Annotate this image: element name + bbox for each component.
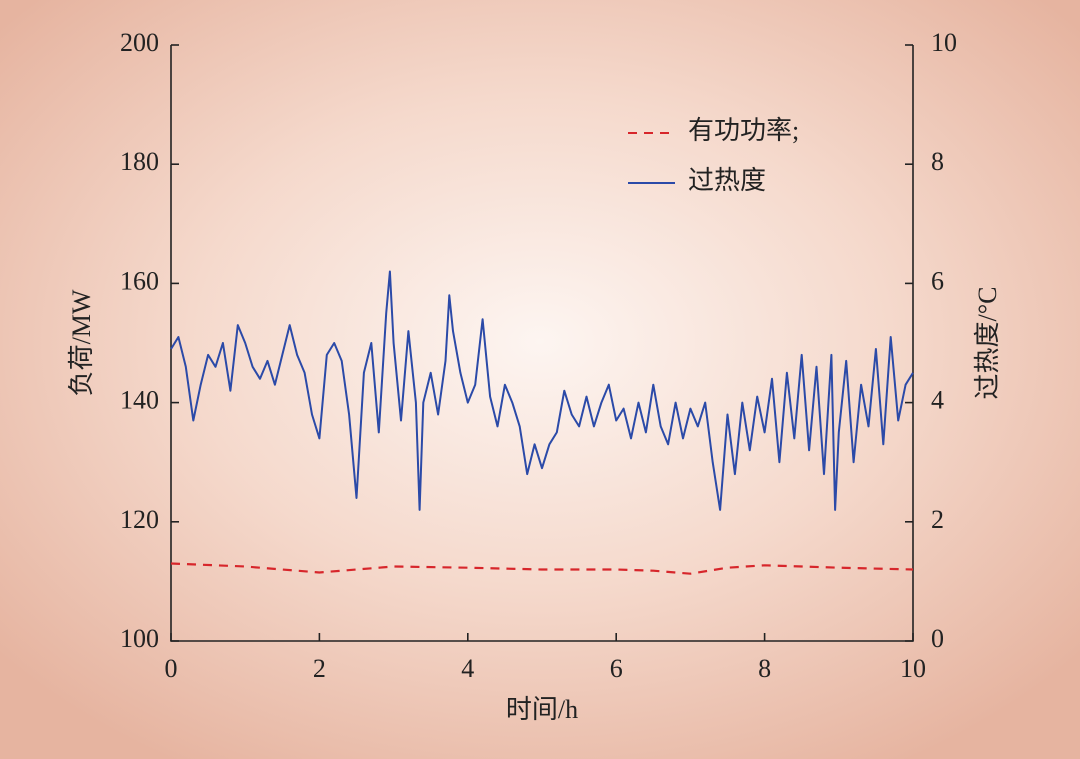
y2-tick-label: 0 xyxy=(931,624,944,653)
x-tick-label: 10 xyxy=(900,654,926,683)
y-tick-label: 100 xyxy=(120,624,159,653)
series-line xyxy=(170,270,914,511)
y-tick-label: 200 xyxy=(120,28,159,57)
x-tick-label: 8 xyxy=(758,654,771,683)
axes xyxy=(170,45,914,642)
y2-tick-label: 2 xyxy=(931,505,944,534)
x-tick-label: 4 xyxy=(461,654,474,683)
x-axis-label: 时间/h xyxy=(506,695,578,724)
x-tick-label: 0 xyxy=(165,654,178,683)
y-tick-label: 140 xyxy=(120,386,159,415)
y2-tick-label: 4 xyxy=(931,386,944,415)
y-tick-label: 180 xyxy=(120,147,159,176)
series-line xyxy=(170,562,914,575)
y2-tick-label: 10 xyxy=(931,28,957,57)
legend-label: 有功功率; xyxy=(688,116,799,145)
y-tick-label: 120 xyxy=(120,505,159,534)
x-tick-label: 2 xyxy=(313,654,326,683)
y2-tick-label: 6 xyxy=(931,266,944,295)
x-tick-label: 6 xyxy=(610,654,623,683)
legend-label: 过热度 xyxy=(688,166,766,195)
y-axis-label: 负荷/MW xyxy=(67,289,96,396)
y-tick-label: 160 xyxy=(120,266,159,295)
y2-tick-label: 8 xyxy=(931,147,944,176)
y2-axis-label: 过热度/°C xyxy=(973,287,1002,400)
